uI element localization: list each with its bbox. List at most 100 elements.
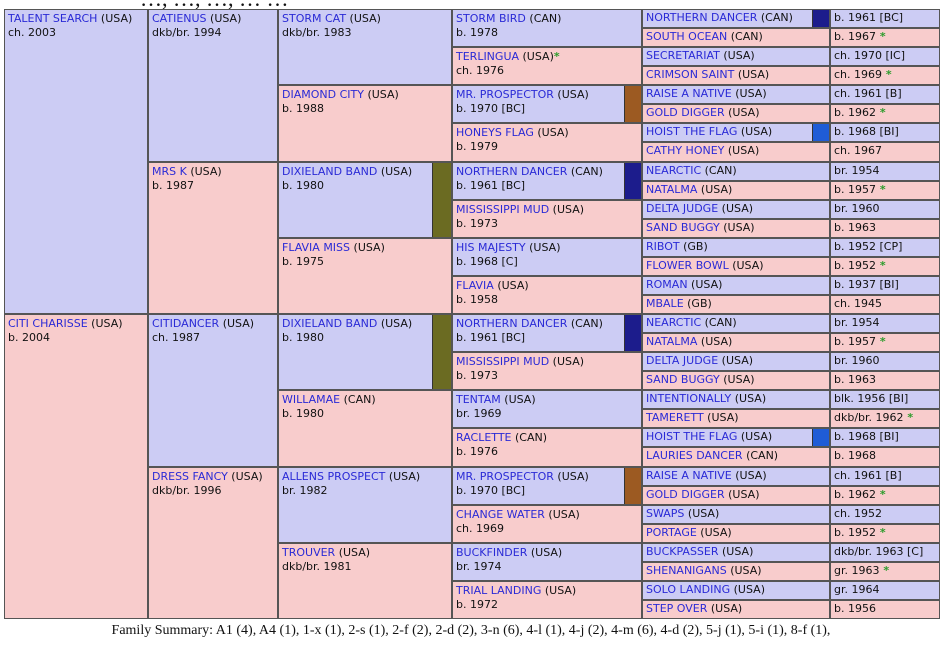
horse-name-link[interactable]: DRESS FANCY [152,470,228,483]
horse-name-link[interactable]: RACLETTE [456,431,512,444]
horse-name-link[interactable]: DELTA JUDGE [646,354,719,367]
horse-name-link[interactable]: MRS K [152,165,187,178]
horse-cell-g3: WILLAMAE (CAN) b. 1980 [278,390,452,467]
horse-name-link[interactable]: NORTHERN DANCER [456,165,568,178]
horse-name-link[interactable]: FLAVIA [456,279,494,292]
horse-name-link[interactable]: SAND BUGGY [646,221,720,234]
horse-name-link[interactable]: TERLINGUA [456,50,520,63]
horse-cell-g5: SWAPS (USA) [642,505,830,524]
horse-name-link[interactable]: STEP OVER [646,602,708,615]
horse-label: RACLETTE (CAN) b. 1976 [453,429,641,459]
horse-name-link[interactable]: PORTAGE [646,526,697,539]
horse-name-link[interactable]: TALENT SEARCH [8,12,98,25]
horse-cell-g4: HIS MAJESTY (USA) b. 1968 [C] [452,238,642,276]
horse-name-link[interactable]: FLAVIA MISS [282,241,351,254]
horse-name-link[interactable]: CATIENUS [152,12,207,25]
horse-name-link[interactable]: HOIST THE FLAG [646,430,738,443]
horse-info-label: b. 1952 * [831,525,939,540]
horse-country: (CAN) [727,30,763,43]
horse-name-link[interactable]: SECRETARIAT [646,49,720,62]
horse-name-link[interactable]: NORTHERN DANCER [456,317,568,330]
horse-country: (USA) [719,49,755,62]
horse-label: SOUTH OCEAN (CAN) [643,29,829,44]
horse-name-link[interactable]: TRIAL LANDING [456,584,542,597]
horse-info-cell: b. 1952 * [830,257,940,276]
horse-name-link[interactable]: HIS MAJESTY [456,241,526,254]
title-text: …, …, …, … … [140,0,289,10]
horse-name-link[interactable]: CATHY HONEY [646,144,725,157]
horse-name-link[interactable]: STORM BIRD [456,12,526,25]
horse-name-link[interactable]: CHANGE WATER [456,508,545,521]
horse-name-link[interactable]: NORTHERN DANCER [646,11,758,24]
horse-cell-g5: CATHY HONEY (USA) [642,142,830,162]
horse-name-link[interactable]: MISSISSIPPI MUD [456,203,550,216]
horse-name-link[interactable]: MR. PROSPECTOR [456,470,554,483]
horse-country: (USA) [707,602,743,615]
horse-info: b. 1967 [834,30,876,43]
horse-name-link[interactable]: SAND BUGGY [646,373,720,386]
horse-name-link[interactable]: SHENANIGANS [646,564,727,577]
star-icon: * [875,488,886,501]
horse-info-label: b. 1968 [831,448,939,463]
horse-country: (CAN) [701,316,737,329]
horse-label: NATALMA (USA) [643,334,829,349]
horse-label: DIXIELAND BAND (USA) b. 1980 [279,315,451,345]
horse-name-link[interactable]: DELTA JUDGE [646,202,719,215]
horse-name-link[interactable]: SWAPS [646,507,685,520]
horse-name-link[interactable]: TAMERETT [646,411,704,424]
horse-name-link[interactable]: TENTAM [456,393,501,406]
horse-info: ch. 2003 [8,26,57,39]
horse-info: b. 1952 [CP] [834,240,903,253]
horse-name-link[interactable]: WILLAMAE [282,393,341,406]
horse-cell-g3: FLAVIA MISS (USA) b. 1975 [278,238,452,314]
horse-name-link[interactable]: GOLD DIGGER [646,488,725,501]
horse-name-link[interactable]: NATALMA [646,335,698,348]
horse-name-link[interactable]: DIXIELAND BAND [282,165,378,178]
horse-cell-g5: HOIST THE FLAG (USA) [642,428,830,447]
horse-name-link[interactable]: LAURIES DANCER [646,449,743,462]
horse-country: (USA) [350,241,385,254]
horse-info-label: b. 1963 [831,372,939,387]
horse-name-link[interactable]: NEARCTIC [646,316,702,329]
horse-name-link[interactable]: RAISE A NATIVE [646,469,732,482]
horse-info: b. 1958 [456,293,498,306]
horse-name-link[interactable]: STORM CAT [282,12,347,25]
horse-name-link[interactable]: SOUTH OCEAN [646,30,728,43]
horse-name-link[interactable]: BUCKFINDER [456,546,528,559]
horse-name-link[interactable]: INTENTIONALLY [646,392,732,405]
horse-name-link[interactable]: DIAMOND CITY [282,88,364,101]
horse-name-link[interactable]: NATALMA [646,183,698,196]
horse-info-label: b. 1952 * [831,258,939,273]
horse-name-link[interactable]: HONEYS FLAG [456,126,534,139]
horse-country: (CAN) [567,165,603,178]
title-strip: …, …, …, … … [0,0,942,10]
horse-name-link[interactable]: CITIDANCER [152,317,220,330]
horse-info: ch. 1952 [834,507,883,520]
horse-name-link[interactable]: DIXIELAND BAND [282,317,378,330]
horse-name-link[interactable]: RIBOT [646,240,680,253]
horse-label: HONEYS FLAG (USA) b. 1979 [453,124,641,154]
horse-info: ch. 1967 [834,144,883,157]
horse-label: NATALMA (USA) [643,182,829,197]
horse-country: (USA) [726,564,762,577]
horse-name-link[interactable]: ROMAN [646,278,688,291]
horse-country: (USA) [533,126,569,139]
horse-name-link[interactable]: HOIST THE FLAG [646,125,738,138]
horse-name-link[interactable]: TROUVER [282,546,336,559]
horse-name-link[interactable]: CRIMSON SAINT [646,68,735,81]
horse-cell-g3: DIXIELAND BAND (USA) b. 1980 [278,162,452,238]
star-icon: * [875,106,886,119]
horse-name-link[interactable]: NEARCTIC [646,164,702,177]
horse-name-link[interactable]: MBALE [646,297,684,310]
horse-info: b. 1952 [834,526,876,539]
horse-name-link[interactable]: MR. PROSPECTOR [456,88,554,101]
horse-name-link[interactable]: CITI CHARISSE [8,317,88,330]
horse-name-link[interactable]: RAISE A NATIVE [646,87,732,100]
horse-name-link[interactable]: SOLO LANDING [646,583,731,596]
horse-name-link[interactable]: MISSISSIPPI MUD [456,355,550,368]
horse-name-link[interactable]: BUCKPASSER [646,545,719,558]
horse-country: (USA) [696,526,732,539]
horse-name-link[interactable]: GOLD DIGGER [646,106,725,119]
horse-name-link[interactable]: ALLENS PROSPECT [282,470,386,483]
horse-name-link[interactable]: FLOWER BOWL [646,259,729,272]
